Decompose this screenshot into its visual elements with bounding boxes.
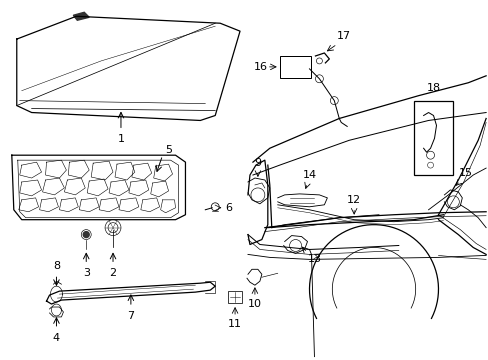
- Text: 16: 16: [253, 62, 267, 72]
- Text: 5: 5: [165, 145, 172, 155]
- Text: 2: 2: [109, 268, 116, 278]
- Text: 4: 4: [53, 333, 60, 343]
- Text: 18: 18: [426, 83, 440, 93]
- Text: 6: 6: [224, 203, 232, 213]
- Text: 9: 9: [254, 158, 261, 168]
- Text: 3: 3: [82, 268, 89, 278]
- Text: 17: 17: [336, 31, 350, 41]
- Text: 11: 11: [227, 319, 242, 329]
- Text: 1: 1: [117, 134, 124, 144]
- Text: 12: 12: [346, 195, 361, 205]
- Bar: [413, 100, 452, 175]
- Bar: [279, 56, 311, 78]
- Text: 13: 13: [307, 255, 321, 265]
- Text: 14: 14: [302, 170, 316, 180]
- Circle shape: [83, 231, 89, 238]
- Text: 10: 10: [247, 299, 262, 309]
- Polygon shape: [73, 12, 89, 20]
- Text: 7: 7: [127, 311, 134, 321]
- Text: 15: 15: [458, 168, 472, 178]
- Text: 8: 8: [53, 261, 60, 271]
- Bar: [228, 291, 242, 303]
